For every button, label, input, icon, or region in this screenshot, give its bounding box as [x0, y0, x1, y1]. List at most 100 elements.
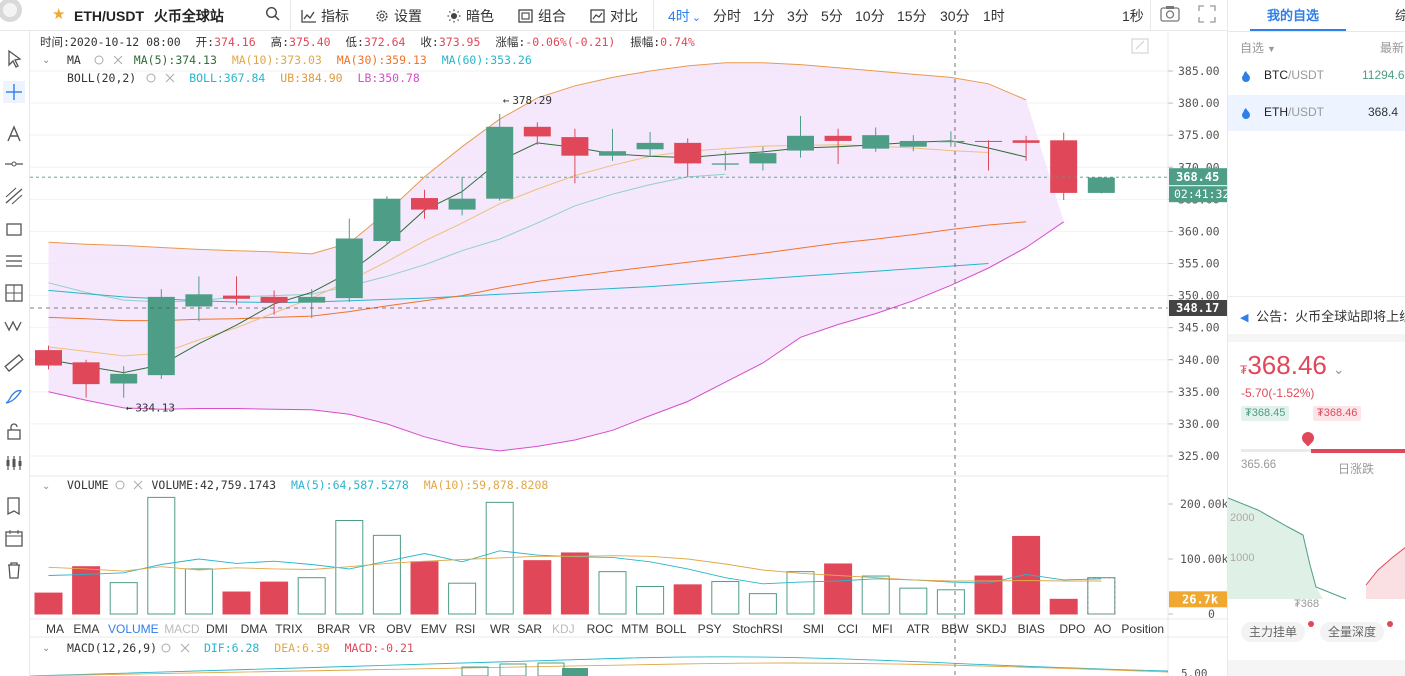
indicator-tab-ao[interactable]: AO — [1094, 622, 1111, 636]
tab-watchlist[interactable]: 我的自选 — [1267, 8, 1320, 23]
boll-close-icon[interactable] — [165, 73, 175, 83]
candle-body — [260, 296, 288, 303]
indicator-tab-dma[interactable]: DMA — [241, 622, 268, 636]
lock-icon[interactable] — [3, 420, 25, 442]
indicator-tab-ema[interactable]: EMA — [73, 622, 99, 636]
tab-other[interactable]: 综 — [1395, 5, 1405, 24]
indicator-tab-psy[interactable]: PSY — [698, 622, 722, 636]
parallel-channel-icon[interactable] — [3, 250, 25, 272]
trend-line-icon[interactable] — [3, 185, 25, 207]
separator — [1150, 0, 1151, 31]
period-3m[interactable]: 3分 — [787, 8, 809, 24]
candle-body — [561, 137, 589, 156]
camera-icon[interactable] — [1160, 5, 1180, 22]
indicator-tab-trix[interactable]: TRIX — [275, 622, 302, 636]
indicator-tab-dmi[interactable]: DMI — [206, 622, 228, 636]
settings-button[interactable]: 设置 — [374, 6, 422, 26]
indicator-tab-boll[interactable]: BOLL — [656, 622, 687, 636]
indicator-tab-wr[interactable]: WR — [490, 622, 510, 636]
collapse-ma-icon[interactable]: ⌄ — [42, 55, 50, 66]
volume-settings-icon[interactable] — [115, 480, 125, 490]
indicator-tab-atr[interactable]: ATR — [907, 622, 930, 636]
indicator-tab-position[interactable]: Position — [1121, 622, 1164, 636]
indicator-tab-macd[interactable]: MACD — [164, 622, 200, 636]
calendar-icon[interactable] — [3, 527, 25, 549]
macd-close-icon[interactable] — [180, 643, 190, 653]
period-15m[interactable]: 15分 — [897, 8, 927, 24]
ruler-icon[interactable] — [3, 352, 25, 374]
huobi-flame-icon — [1242, 108, 1250, 119]
trash-icon[interactable] — [3, 559, 25, 581]
indicator-tab-roc[interactable]: ROC — [587, 622, 614, 636]
indicator-tab-mtm[interactable]: MTM — [621, 622, 648, 636]
refresh-interval[interactable]: 1秒 — [1122, 8, 1144, 24]
announcement-bar[interactable]: ◀ 公告：火币全球站即将上线 — [1240, 306, 1405, 325]
horizontal-line-icon[interactable] — [3, 153, 25, 175]
symbol-title[interactable]: ETH/USDT 火币全球站 — [74, 6, 224, 26]
indicator-tab-rsi[interactable]: RSI — [455, 622, 475, 636]
indicator-tab-ma[interactable]: MA — [46, 622, 64, 636]
collapse-macd-icon[interactable]: ⌄ — [42, 643, 50, 654]
period-time[interactable]: 分时 — [713, 8, 741, 24]
ma-settings-icon[interactable] — [94, 55, 104, 65]
ma-close-icon[interactable] — [113, 55, 123, 65]
boll-settings-icon[interactable] — [146, 73, 156, 83]
combine-button[interactable]: 组合 — [518, 6, 566, 26]
kline-chart[interactable]: ← 378.29 ← 334.13 385.00380.00375.00370.00… — [30, 31, 1227, 676]
indicator-tab-emv[interactable]: EMV — [421, 622, 447, 636]
indicator-tab-cci[interactable]: CCI — [837, 622, 858, 636]
candles-icon[interactable] — [3, 452, 25, 474]
candle-body — [749, 153, 777, 164]
text-tool-icon[interactable] — [3, 123, 25, 145]
latest-column-header[interactable]: 最新 — [1380, 41, 1405, 55]
indicators-label: 指标 — [321, 8, 349, 24]
brush-icon[interactable] — [3, 386, 25, 408]
period-4h[interactable]: 4时 ⌄ — [668, 6, 701, 26]
indicators-button[interactable]: 指标 — [301, 6, 349, 26]
period-1m[interactable]: 1分 — [753, 8, 775, 24]
volume-close-icon[interactable] — [133, 480, 143, 490]
compare-button[interactable]: 对比 — [590, 6, 638, 26]
period-5m[interactable]: 5分 — [821, 8, 843, 24]
macd-settings-icon[interactable] — [161, 643, 171, 653]
indicator-tab-stochrsi[interactable]: StochRSI — [732, 622, 783, 636]
indicator-tab-mfi[interactable]: MFI — [872, 622, 893, 636]
notification-dot — [1387, 621, 1393, 627]
rectangle-icon[interactable] — [3, 218, 25, 240]
indicator-tab-kdj[interactable]: KDJ — [552, 622, 575, 636]
indicator-tab-bias[interactable]: BIAS — [1018, 622, 1045, 636]
period-10m[interactable]: 10分 — [855, 8, 885, 24]
crosshair-icon[interactable] — [3, 81, 25, 103]
notification-dot — [1308, 621, 1314, 627]
period-1h[interactable]: 1时 — [983, 8, 1005, 24]
watchlist-row-eth[interactable]: ETH/USDT 368.4 — [1228, 95, 1405, 131]
expand-chart-icon[interactable] — [1131, 38, 1149, 54]
grid-tool-icon[interactable] — [3, 282, 25, 304]
indicator-tab-skdj[interactable]: SKDJ — [976, 622, 1007, 636]
exchange-name: 火币全球站 — [153, 8, 224, 24]
cursor-icon[interactable] — [3, 48, 25, 70]
search-icon[interactable] — [265, 6, 281, 22]
favorite-star-icon[interactable]: ★ — [52, 6, 66, 23]
main-orders-button[interactable]: 主力挂单 — [1241, 622, 1306, 642]
indicator-tab-vr[interactable]: VR — [359, 622, 376, 636]
template-icon[interactable] — [3, 495, 25, 517]
drawing-toolbar — [0, 31, 30, 676]
watchlist-filter[interactable]: 自选 ▼ — [1240, 39, 1276, 56]
indicator-tab-volume[interactable]: VOLUME — [108, 622, 159, 636]
indicator-tab-obv[interactable]: OBV — [386, 622, 411, 636]
indicator-tab-sar[interactable]: SAR — [517, 622, 542, 636]
dark-mode-button[interactable]: 暗色 — [446, 6, 494, 26]
indicator-tab-bbw[interactable]: BBW — [941, 622, 969, 636]
full-depth-button[interactable]: 全量深度 — [1320, 622, 1385, 642]
chevron-down-icon[interactable]: ⌄ — [1332, 361, 1345, 377]
period-30m[interactable]: 30分 — [940, 8, 970, 24]
ma10-line — [48, 144, 989, 357]
indicator-tab-dpo[interactable]: DPO — [1059, 622, 1085, 636]
fullscreen-icon[interactable] — [1198, 5, 1216, 23]
indicator-tab-brar[interactable]: BRAR — [317, 622, 351, 636]
collapse-volume-icon[interactable]: ⌄ — [42, 481, 50, 492]
wave-pattern-icon[interactable] — [3, 314, 25, 336]
indicator-tab-smi[interactable]: SMI — [803, 622, 824, 636]
watchlist-row-btc[interactable]: BTC/USDT 11294.6 — [1228, 58, 1405, 94]
